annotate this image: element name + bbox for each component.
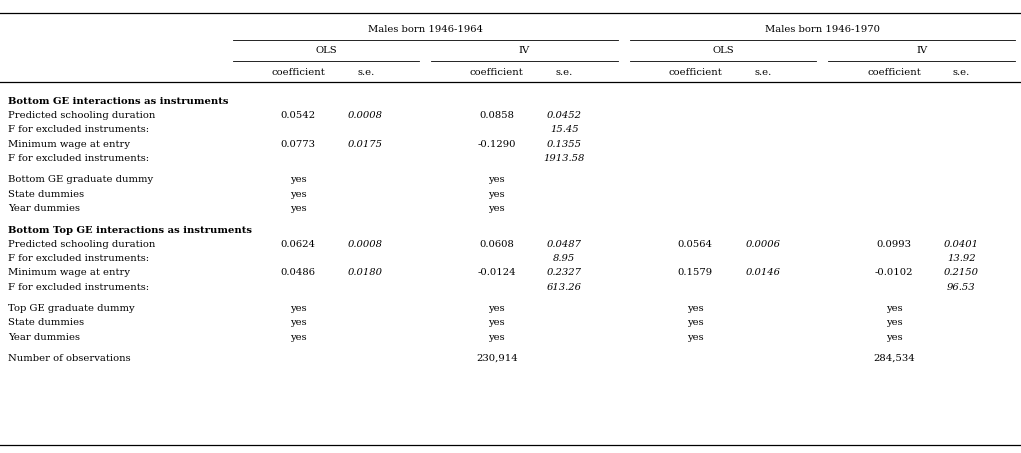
Text: 13.92: 13.92	[947, 254, 976, 263]
Text: yes: yes	[687, 318, 703, 328]
Text: 15.45: 15.45	[550, 125, 579, 135]
Text: s.e.: s.e.	[555, 67, 573, 77]
Text: Predicted schooling duration: Predicted schooling duration	[8, 240, 155, 249]
Text: yes: yes	[488, 204, 505, 213]
Text: 8.95: 8.95	[553, 254, 576, 263]
Text: coefficient: coefficient	[867, 67, 921, 77]
Text: s.e.: s.e.	[953, 67, 970, 77]
Text: F for excluded instruments:: F for excluded instruments:	[8, 254, 149, 263]
Text: Number of observations: Number of observations	[8, 354, 131, 363]
Text: yes: yes	[488, 190, 505, 199]
Text: 0.2150: 0.2150	[944, 268, 979, 277]
Text: F for excluded instruments:: F for excluded instruments:	[8, 283, 149, 292]
Text: yes: yes	[885, 318, 903, 328]
Text: 96.53: 96.53	[947, 283, 976, 292]
Text: 0.0006: 0.0006	[745, 240, 780, 249]
Text: yes: yes	[488, 318, 505, 328]
Text: 0.0486: 0.0486	[281, 268, 315, 277]
Text: yes: yes	[687, 333, 703, 342]
Text: yes: yes	[290, 318, 306, 328]
Text: Minimum wage at entry: Minimum wage at entry	[8, 140, 130, 149]
Text: State dummies: State dummies	[8, 190, 85, 199]
Text: 0.0564: 0.0564	[678, 240, 713, 249]
Text: OLS: OLS	[713, 46, 734, 55]
Text: s.e.: s.e.	[357, 67, 375, 77]
Text: yes: yes	[290, 304, 306, 313]
Text: yes: yes	[885, 304, 903, 313]
Text: -0.0102: -0.0102	[875, 268, 913, 277]
Text: Minimum wage at entry: Minimum wage at entry	[8, 268, 130, 277]
Text: 230,914: 230,914	[476, 354, 518, 363]
Text: 0.0773: 0.0773	[281, 140, 315, 149]
Text: -0.1290: -0.1290	[478, 140, 516, 149]
Text: 0.1579: 0.1579	[678, 268, 713, 277]
Text: F for excluded instruments:: F for excluded instruments:	[8, 154, 149, 163]
Text: 613.26: 613.26	[547, 283, 582, 292]
Text: Year dummies: Year dummies	[8, 204, 81, 213]
Text: yes: yes	[290, 204, 306, 213]
Text: yes: yes	[488, 333, 505, 342]
Text: 0.0008: 0.0008	[348, 111, 383, 120]
Text: 0.0401: 0.0401	[944, 240, 979, 249]
Text: 0.0993: 0.0993	[876, 240, 912, 249]
Text: yes: yes	[290, 175, 306, 184]
Text: Bottom Top GE interactions as instruments: Bottom Top GE interactions as instrument…	[8, 226, 252, 235]
Text: yes: yes	[290, 333, 306, 342]
Text: Predicted schooling duration: Predicted schooling duration	[8, 111, 155, 120]
Text: yes: yes	[290, 190, 306, 199]
Text: Bottom GE interactions as instruments: Bottom GE interactions as instruments	[8, 97, 229, 106]
Text: yes: yes	[488, 304, 505, 313]
Text: yes: yes	[488, 175, 505, 184]
Text: 0.0175: 0.0175	[348, 140, 383, 149]
Text: State dummies: State dummies	[8, 318, 85, 328]
Text: 0.0180: 0.0180	[348, 268, 383, 277]
Text: 284,534: 284,534	[873, 354, 915, 363]
Text: 0.0452: 0.0452	[547, 111, 582, 120]
Text: s.e.: s.e.	[755, 67, 772, 77]
Text: 0.0542: 0.0542	[281, 111, 315, 120]
Text: 0.0608: 0.0608	[479, 240, 515, 249]
Text: 1913.58: 1913.58	[543, 154, 585, 163]
Text: 0.2327: 0.2327	[547, 268, 582, 277]
Text: Males born 1946-1970: Males born 1946-1970	[765, 25, 880, 34]
Text: yes: yes	[687, 304, 703, 313]
Text: Bottom GE graduate dummy: Bottom GE graduate dummy	[8, 175, 153, 184]
Text: 0.0008: 0.0008	[348, 240, 383, 249]
Text: -0.0124: -0.0124	[478, 268, 516, 277]
Text: yes: yes	[885, 333, 903, 342]
Text: 0.0624: 0.0624	[281, 240, 315, 249]
Text: 0.1355: 0.1355	[547, 140, 582, 149]
Text: 0.0858: 0.0858	[479, 111, 515, 120]
Text: Top GE graduate dummy: Top GE graduate dummy	[8, 304, 135, 313]
Text: IV: IV	[519, 46, 530, 55]
Text: IV: IV	[916, 46, 927, 55]
Text: Year dummies: Year dummies	[8, 333, 81, 342]
Text: OLS: OLS	[315, 46, 337, 55]
Text: Males born 1946-1964: Males born 1946-1964	[368, 25, 483, 34]
Text: F for excluded instruments:: F for excluded instruments:	[8, 125, 149, 135]
Text: coefficient: coefficient	[272, 67, 325, 77]
Text: 0.0146: 0.0146	[745, 268, 780, 277]
Text: coefficient: coefficient	[669, 67, 722, 77]
Text: coefficient: coefficient	[470, 67, 524, 77]
Text: 0.0487: 0.0487	[547, 240, 582, 249]
